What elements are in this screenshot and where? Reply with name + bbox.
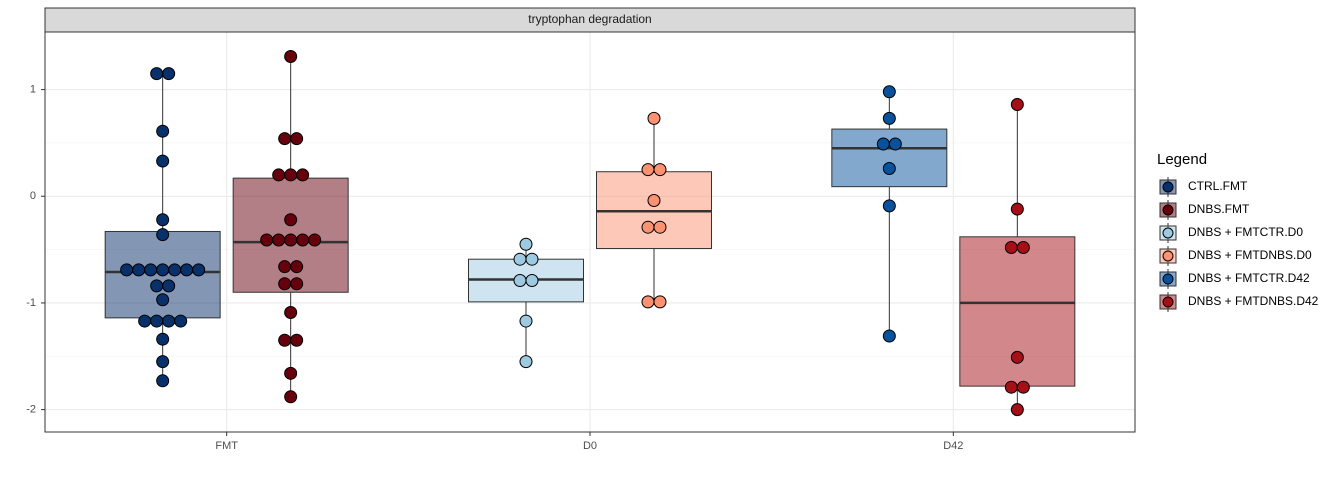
point: [162, 67, 176, 81]
y-tick-label: -2: [26, 404, 36, 416]
point: [1010, 98, 1024, 112]
point: [284, 306, 298, 320]
point: [525, 252, 539, 266]
point: [144, 263, 158, 277]
point: [272, 233, 286, 247]
point: [284, 366, 298, 380]
legend-key-point: [1162, 273, 1174, 285]
point: [290, 132, 304, 146]
legend-key-point: [1162, 181, 1174, 193]
legend-label: DNBS + FMTCTR.D0: [1188, 225, 1303, 239]
point: [641, 220, 655, 234]
legend-label: CTRL.FMT: [1188, 179, 1248, 193]
point: [519, 355, 533, 369]
point: [150, 279, 164, 293]
point: [519, 314, 533, 328]
point: [156, 228, 170, 242]
point: [284, 390, 298, 404]
point: [278, 277, 292, 291]
point: [641, 163, 655, 177]
point: [272, 168, 286, 182]
legend-key-point: [1162, 250, 1174, 262]
point: [156, 213, 170, 227]
point: [296, 233, 310, 247]
point: [308, 233, 322, 247]
legend-key-point: [1162, 227, 1174, 239]
point: [138, 314, 152, 328]
point: [290, 333, 304, 347]
legend-label: DNBS.FMT: [1188, 202, 1250, 216]
point: [278, 132, 292, 146]
point: [1010, 403, 1024, 417]
point: [1004, 240, 1018, 254]
point: [1010, 350, 1024, 364]
point: [150, 314, 164, 328]
point: [168, 263, 182, 277]
point: [296, 168, 310, 182]
point: [1010, 202, 1024, 216]
point: [647, 194, 661, 208]
point: [882, 329, 896, 343]
box: [831, 128, 948, 188]
point: [156, 263, 170, 277]
y-tick-label: 1: [30, 84, 36, 96]
point: [284, 233, 298, 247]
legend-key-point: [1162, 204, 1174, 216]
chart-title: tryptophan degradation: [528, 12, 651, 26]
y-tick-label: 0: [30, 190, 36, 202]
point: [653, 295, 667, 309]
point: [180, 263, 194, 277]
point: [513, 252, 527, 266]
point: [513, 274, 527, 288]
point: [882, 199, 896, 213]
point: [1016, 380, 1030, 394]
point: [888, 137, 902, 151]
point: [174, 314, 188, 328]
y-tick-label: -1: [26, 297, 36, 309]
point: [882, 162, 896, 176]
legend-label: DNBS + FMTCTR.D42: [1188, 271, 1310, 285]
point: [882, 111, 896, 125]
point: [525, 274, 539, 288]
x-tick-label: D42: [943, 440, 963, 452]
strip: [44, 7, 1136, 33]
point: [156, 154, 170, 168]
point: [1004, 380, 1018, 394]
point: [162, 314, 176, 328]
point: [156, 124, 170, 138]
point: [653, 220, 667, 234]
point: [519, 237, 533, 251]
point: [260, 233, 274, 247]
point: [882, 85, 896, 99]
point: [120, 263, 134, 277]
point: [653, 163, 667, 177]
x-tick-label: FMT: [215, 440, 238, 452]
legend-label: DNBS + FMTDNBS.D42: [1188, 294, 1319, 308]
legend-label: DNBS + FMTDNBS.D0: [1188, 248, 1312, 262]
point: [150, 67, 164, 81]
point: [156, 332, 170, 346]
point: [290, 277, 304, 291]
point: [641, 295, 655, 309]
point: [192, 263, 206, 277]
point: [290, 260, 304, 274]
point: [162, 279, 176, 293]
x-tick-label: D0: [583, 440, 597, 452]
point: [284, 213, 298, 227]
point: [1016, 240, 1030, 254]
point: [278, 333, 292, 347]
point: [284, 168, 298, 182]
point: [284, 50, 298, 64]
point: [876, 137, 890, 151]
legend-title: Legend: [1157, 151, 1207, 168]
point: [156, 293, 170, 307]
point: [647, 111, 661, 125]
point: [132, 263, 146, 277]
point: [278, 260, 292, 274]
point: [156, 374, 170, 388]
point: [156, 355, 170, 369]
legend-key-point: [1162, 296, 1174, 308]
